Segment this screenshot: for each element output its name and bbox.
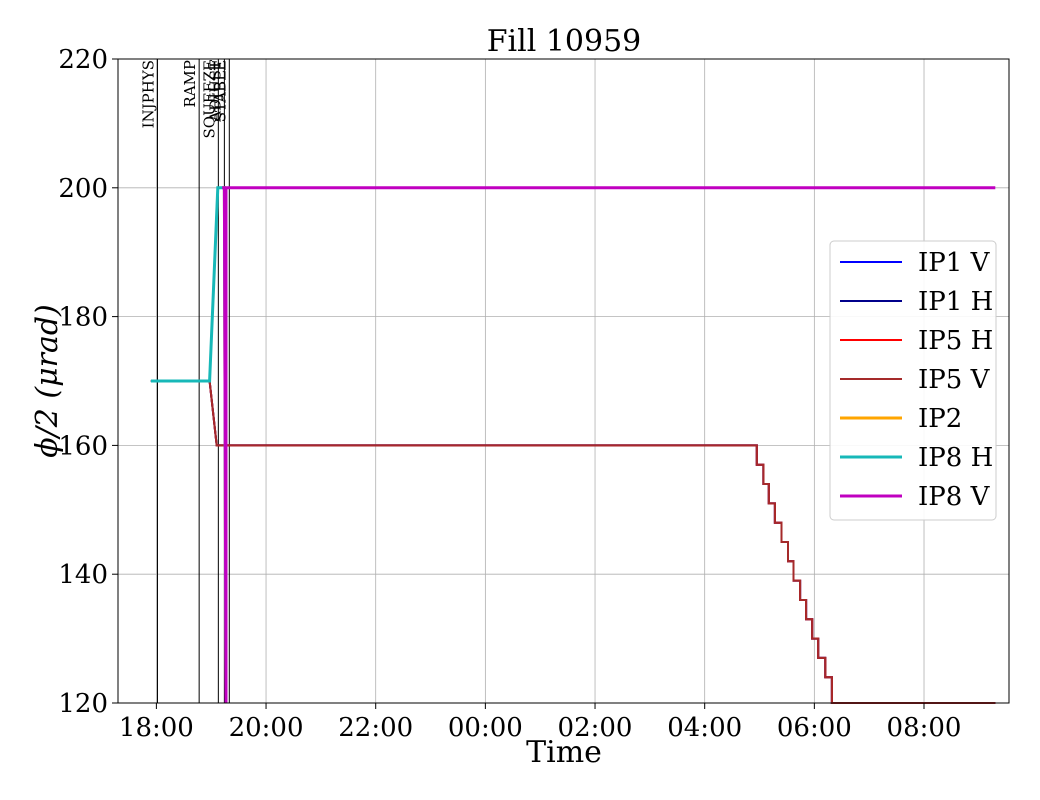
y-tick-label: 180 <box>58 303 108 333</box>
x-tick-label: 02:00 <box>558 713 633 743</box>
series-line-3 <box>150 380 996 704</box>
x-tick-label: 06:00 <box>777 713 852 743</box>
y-tick-label: 200 <box>58 174 108 204</box>
x-tick-label: 22:00 <box>338 713 413 743</box>
y-axis-ticks: 120 140 160 180 200 220 <box>58 45 118 719</box>
y-tick-label: 120 <box>58 689 108 719</box>
beam-mode-label: RAMP <box>181 60 199 108</box>
x-tick-label: 18:00 <box>119 713 194 743</box>
y-tick-label: 160 <box>58 431 108 461</box>
legend: IP1 V IP1 H IP5 H IP5 V IP2 IP8 H IP8 V <box>829 240 997 521</box>
legend-label: IP8 H <box>918 443 993 473</box>
x-axis-ticks: 18:00 20:00 22:00 00:00 02:00 04:00 06:00 08:00 <box>119 703 962 743</box>
x-axis-label: Time <box>526 735 602 770</box>
legend-label: IP1 V <box>918 248 991 278</box>
legend-label: IP2 <box>918 404 962 434</box>
y-axis-label: ϕ/2 (μrad) <box>30 304 65 458</box>
beam-mode-label: INJPHYS <box>139 60 157 128</box>
x-tick-label: 00:00 <box>448 713 523 743</box>
beam-mode-label: STABLE <box>211 60 229 122</box>
x-tick-label: 20:00 <box>229 713 304 743</box>
x-tick-label: 04:00 <box>667 713 742 743</box>
y-tick-label: 220 <box>58 45 108 75</box>
x-tick-label: 08:00 <box>887 713 962 743</box>
y-tick-label: 140 <box>58 560 108 590</box>
legend-box <box>829 240 997 521</box>
chart-title: Fill 10959 <box>487 24 642 59</box>
legend-label: IP5 V <box>918 365 991 395</box>
plot-frame <box>117 58 1010 704</box>
beam-mode-label: ADJUST <box>206 60 224 123</box>
legend-label: IP5 H <box>918 326 993 356</box>
beam-mode-label: SQUEEZE <box>200 60 218 139</box>
legend-label: IP8 V <box>918 482 991 512</box>
legend-label: IP1 H <box>918 287 993 317</box>
